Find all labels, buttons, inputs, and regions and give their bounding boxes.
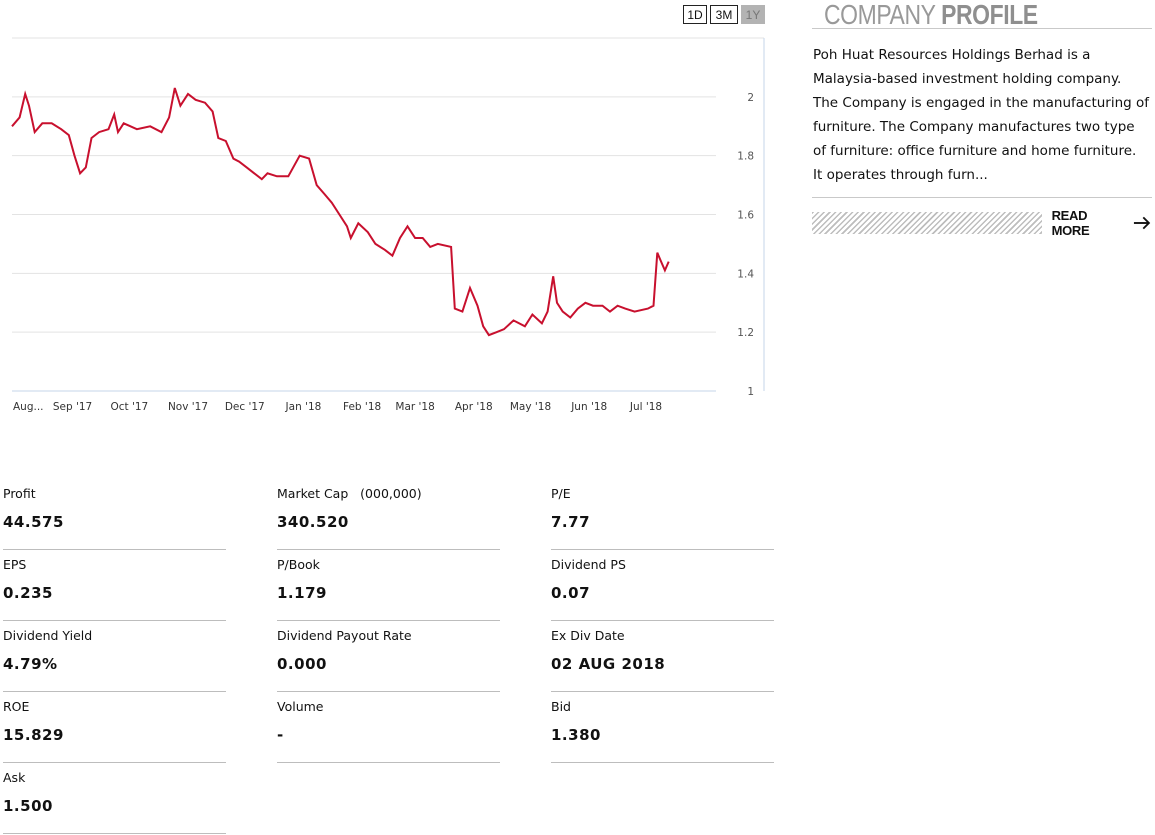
stat-dividend-ps: Dividend PS 0.07 [551, 556, 774, 621]
chart-series-line [11, 87, 670, 337]
stat-value: 02 AUG 2018 [551, 655, 666, 673]
profile-title-bold: PROFILE [941, 0, 1038, 30]
stat-value: 44.575 [3, 513, 64, 531]
stat-ask: Ask 1.500 [3, 769, 226, 834]
stat-label: Dividend PS [551, 557, 626, 572]
stat-profit: Profit 44.575 [3, 485, 226, 550]
profile-bottom-divider [812, 197, 1152, 198]
stat-label: ROE [3, 699, 30, 714]
stat-label: Ask [3, 770, 26, 785]
stat-ex-div-date: Ex Div Date 02 AUG 2018 [551, 627, 774, 692]
chart-x-tick-label: Feb '18 [343, 401, 381, 413]
stat-p-book: P/Book 1.179 [277, 556, 500, 621]
profile-line: of furniture: office furniture and home … [813, 143, 1137, 159]
chart-x-tick-label: Dec '17 [225, 401, 265, 413]
stat-eps: EPS 0.235 [3, 556, 226, 621]
stat-value: 340.520 [277, 513, 349, 531]
stat-value: 1.380 [551, 726, 601, 744]
profile-line: The Company is engaged in the manufactur… [813, 95, 1150, 111]
chart-y-tick-label: 1.8 [737, 151, 754, 163]
read-more-link[interactable]: READ MORE [1052, 208, 1152, 238]
profile-line: Malaysia-based investment holding compan… [813, 71, 1122, 87]
chart-x-tick-label: Nov '17 [168, 401, 208, 413]
chart-x-tick-label: Jun '18 [570, 401, 607, 413]
range-selector: 1D 3M 1Y [683, 5, 765, 24]
chart-x-tick-label: Oct '17 [110, 401, 148, 413]
stat-label: Market Cap (000,000) [277, 486, 422, 501]
arrow-right-icon [1134, 216, 1151, 230]
profile-line: It operates through furn... [813, 167, 988, 183]
stat-label: EPS [3, 557, 27, 572]
chart-x-tick-label: May '18 [510, 401, 551, 413]
stat-label: Bid [551, 699, 571, 714]
stat-value: 0.235 [3, 584, 53, 602]
range-button-3m[interactable]: 3M [710, 5, 738, 24]
chart-y-tick-label: 2 [747, 92, 754, 104]
range-button-1y[interactable]: 1Y [741, 5, 765, 24]
stat-bid: Bid 1.380 [551, 698, 774, 763]
hatch-decoration [812, 212, 1042, 234]
stat-dividend-yield: Dividend Yield 4.79% [3, 627, 226, 692]
chart-x-tick-labels: Aug... Sep '17 Oct '17 Nov '17 Dec '17 Jan '1… [13, 401, 662, 413]
chart-x-tick-label: Jul '18 [629, 401, 662, 413]
company-profile: COMPANY PROFILE Poh Huat Resources Holdi… [812, 0, 1152, 238]
stat-value: - [277, 726, 284, 744]
stat-value: 1.179 [277, 584, 327, 602]
range-button-1d[interactable]: 1D [683, 5, 707, 24]
stat-roe: ROE 15.829 [3, 698, 226, 763]
stat-pe: P/E 7.77 [551, 485, 774, 550]
chart-y-tick-label: 1 [747, 386, 754, 398]
chart-x-tick-label: Sep '17 [53, 401, 92, 413]
chart-y-tick-label: 1.4 [737, 268, 754, 280]
stat-label: P/Book [277, 557, 320, 572]
read-more-label: READ MORE [1051, 208, 1090, 238]
chart-x-tick-label: Jan '18 [285, 401, 322, 413]
stat-market-cap: Market Cap (000,000) 340.520 [277, 485, 500, 550]
stat-label: Dividend Payout Rate [277, 628, 412, 643]
stat-value: 0.07 [551, 584, 591, 602]
profile-line: furniture. The Company manufactures two … [813, 119, 1135, 135]
stat-dividend-payout-rate: Dividend Payout Rate 0.000 [277, 627, 500, 692]
stat-value: 7.77 [551, 513, 591, 531]
chart-x-tick-label: Mar '18 [395, 401, 434, 413]
profile-line: Poh Huat Resources Holdings Berhad is a [813, 47, 1091, 63]
stat-value: 0.000 [277, 655, 327, 673]
stat-label: Volume [277, 699, 324, 714]
read-more-row: READ MORE [812, 208, 1152, 238]
chart-x-tick-label: Aug... [13, 401, 44, 413]
stat-value: 1.500 [3, 797, 53, 815]
price-chart: 2 1.8 1.6 1.4 1.2 1 Aug... Sep '17 Oct '17 Nov '… [11, 37, 765, 413]
stat-value: 4.79% [3, 655, 58, 673]
profile-divider [812, 28, 1152, 29]
profile-title: COMPANY PROFILE [824, 0, 1093, 30]
stat-value: 15.829 [3, 726, 64, 744]
chart-y-tick-label: 1.6 [737, 210, 754, 222]
chart-x-tick-label: Apr '18 [455, 401, 493, 413]
chart-y-tick-labels: 2 1.8 1.6 1.4 1.2 1 [737, 92, 754, 398]
stat-volume: Volume - [277, 698, 500, 763]
profile-title-light: COMPANY [824, 0, 936, 30]
chart-grid [12, 37, 764, 333]
chart-y-tick-label: 1.2 [737, 327, 754, 339]
stat-label: P/E [551, 486, 571, 501]
stat-label: Profit [3, 486, 36, 501]
profile-description: Poh Huat Resources Holdings Berhad is a … [812, 43, 1153, 187]
stat-label: Dividend Yield [3, 628, 93, 643]
stat-label: Ex Div Date [551, 628, 625, 643]
